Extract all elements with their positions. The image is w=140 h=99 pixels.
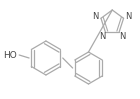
Text: N: N: [93, 12, 99, 21]
Text: HO: HO: [4, 50, 17, 59]
Text: N: N: [99, 32, 105, 41]
Text: N: N: [119, 32, 126, 41]
Text: N: N: [126, 12, 132, 21]
